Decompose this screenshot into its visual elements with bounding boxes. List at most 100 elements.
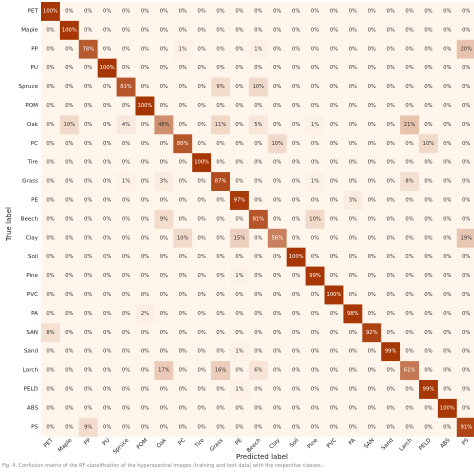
y-tick-label: Grass	[22, 179, 38, 185]
cell-value-label: 0%	[368, 179, 376, 185]
matrix-cell	[456, 39, 474, 59]
cell-value-label: 0%	[443, 273, 451, 279]
matrix-cell	[59, 209, 79, 229]
cell-value-label: 0%	[216, 292, 224, 298]
matrix-cell	[173, 266, 193, 286]
cell-value-label: 0%	[311, 84, 319, 90]
cell-value-label: 0%	[65, 8, 73, 14]
matrix-cell	[97, 209, 117, 229]
cell-value-label: 0%	[235, 27, 243, 33]
matrix-cell	[362, 172, 382, 192]
matrix-cell	[381, 323, 401, 343]
cell-value-label: 0%	[273, 8, 281, 14]
matrix-cell	[437, 39, 457, 59]
matrix-cell	[267, 323, 287, 343]
cell-value-label: 0%	[84, 311, 92, 317]
matrix-cell	[248, 191, 268, 211]
cell-value-label: 0%	[443, 179, 451, 185]
matrix-cell	[381, 266, 401, 286]
matrix-cell	[456, 398, 474, 418]
x-tick-label: PELD	[418, 438, 432, 452]
cell-value-label: 0%	[387, 405, 395, 411]
cell-value-label: 0%	[84, 65, 92, 71]
matrix-cell	[78, 191, 98, 211]
cell-value-label: 0%	[103, 84, 111, 90]
matrix-cell	[135, 191, 155, 211]
cell-value-label: 0%	[160, 65, 168, 71]
matrix-cell	[400, 115, 420, 135]
cell-value-label: 0%	[273, 424, 281, 430]
matrix-cell	[59, 266, 79, 286]
matrix-cell	[230, 304, 250, 324]
cell-value-label: 0%	[462, 197, 470, 203]
matrix-cell	[97, 266, 117, 286]
matrix-cell	[286, 2, 306, 22]
cell-value-label: 0%	[349, 103, 357, 109]
matrix-cell	[343, 304, 363, 324]
cell-value-label: 0%	[405, 386, 413, 392]
matrix-cell	[230, 380, 250, 400]
cell-value-label: 0%	[141, 84, 149, 90]
matrix-cell	[286, 172, 306, 192]
matrix-cell	[286, 20, 306, 40]
matrix-cell	[41, 247, 61, 267]
cell-value-label: 0%	[330, 254, 338, 260]
matrix-cell	[230, 247, 250, 267]
matrix-cell	[305, 361, 325, 381]
cell-value-label: 0%	[292, 424, 300, 430]
cell-value-label: 0%	[273, 349, 281, 355]
matrix-cell	[324, 417, 344, 437]
y-tick-label: PA	[31, 311, 38, 317]
cell-value-label: 99%	[385, 349, 397, 355]
cell-value-label: 80%	[177, 141, 189, 147]
cell-value-label: 0%	[349, 273, 357, 279]
cell-value-label: 0%	[424, 235, 432, 241]
matrix-cell	[230, 134, 250, 154]
cell-value-label: 0%	[65, 368, 73, 374]
cell-value-label: 0%	[103, 122, 111, 128]
cell-value-label: 0%	[405, 424, 413, 430]
matrix-cell	[324, 285, 344, 305]
cell-value-label: 0%	[462, 386, 470, 392]
matrix-cell	[78, 58, 98, 78]
matrix-cell	[116, 380, 136, 400]
matrix-cell	[248, 39, 268, 59]
cell-value-label: 0%	[330, 330, 338, 336]
cell-value-label: 0%	[273, 216, 281, 222]
matrix-cell	[248, 96, 268, 116]
matrix-cell	[456, 77, 474, 97]
matrix-cell	[78, 2, 98, 22]
matrix-cell	[154, 39, 174, 59]
matrix-cell	[305, 191, 325, 211]
cell-value-label: 0%	[141, 386, 149, 392]
matrix-cell	[324, 115, 344, 135]
cell-value-label: 0%	[216, 160, 224, 166]
matrix-cell	[192, 115, 212, 135]
cell-value-label: 0%	[405, 235, 413, 241]
matrix-cell	[211, 285, 231, 305]
cell-value-label: 1%	[235, 349, 243, 355]
matrix-cell	[97, 398, 117, 418]
matrix-cell	[343, 247, 363, 267]
cell-value-label: 0%	[216, 46, 224, 52]
matrix-cell	[437, 285, 457, 305]
matrix-cell	[230, 398, 250, 418]
matrix-cell	[324, 96, 344, 116]
cell-value-label: 0%	[368, 273, 376, 279]
cell-value-label: 0%	[311, 330, 319, 336]
matrix-cell	[97, 2, 117, 22]
matrix-cell	[135, 247, 155, 267]
y-tick-label: PC	[31, 141, 38, 147]
matrix-cell	[381, 77, 401, 97]
matrix-cell	[400, 398, 420, 418]
cell-value-label: 0%	[141, 65, 149, 71]
matrix-cell	[400, 380, 420, 400]
matrix-cell	[173, 228, 193, 248]
matrix-cell	[41, 20, 61, 40]
cell-value-label: 0%	[65, 160, 73, 166]
matrix-cell	[248, 2, 268, 22]
matrix-cell	[78, 39, 98, 59]
cell-value-label: 0%	[424, 160, 432, 166]
x-axis-title: Predicted label	[236, 453, 288, 461]
